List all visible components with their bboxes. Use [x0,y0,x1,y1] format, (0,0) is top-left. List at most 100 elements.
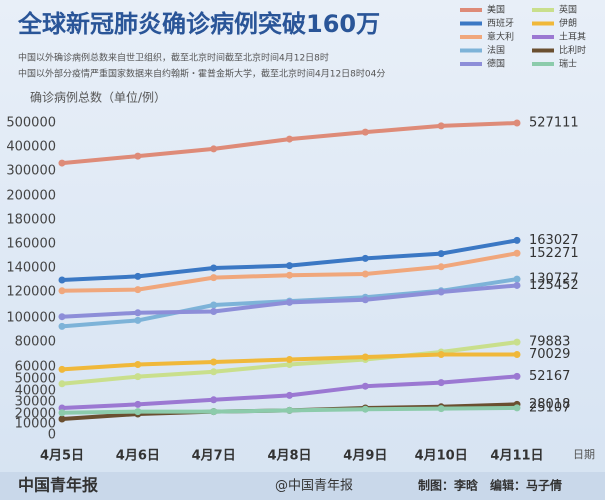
y-tick-label: 400000 [6,140,56,155]
point [134,400,142,408]
point [210,145,218,153]
y-tick-label: 120000 [6,285,56,300]
end-label: 125452 [529,278,579,293]
point [361,405,369,413]
point [437,351,445,358]
point [134,272,142,280]
point [210,274,218,282]
legend-label: 英国 [559,4,577,16]
point [210,368,218,376]
point [513,281,521,289]
legend-label: 法国 [487,44,505,56]
x-tick-label: 4月10日 [415,449,468,464]
point [513,372,521,380]
y-tick-label: 20000 [15,407,56,422]
subtitle: 中国以外确诊病例总数来自世卫组织，截至北京时间截至北京时间4月12日8时 [18,52,329,64]
legend-label: 比利时 [559,44,586,56]
point [286,356,293,363]
end-label: 52167 [529,369,570,384]
point [58,404,66,412]
point [58,159,66,167]
y-tick-label: 100000 [6,311,56,326]
end-label: 25107 [529,400,570,415]
point [210,264,218,272]
x-tick-label: 4月8日 [267,449,311,464]
y-tick-label: 160000 [6,237,56,252]
point [134,152,142,160]
point [437,379,445,387]
end-label: 70029 [529,347,570,362]
point [58,415,66,423]
point [286,406,293,414]
point [134,316,142,324]
y-tick-label: 300000 [6,164,56,179]
point [361,382,369,390]
series-line [61,121,518,166]
legend-label: 西班牙 [487,17,514,29]
x-axis-label: 日期 [573,448,595,461]
point [58,276,66,284]
y-tick-label: 0 [48,428,56,443]
y-tick-label: 140000 [6,261,56,276]
x-tick-label: 4月6日 [116,449,160,464]
point [437,250,445,258]
point [58,322,66,330]
footer-handle: @中国青年报 [275,479,353,494]
legend-label: 美国 [487,4,505,16]
point [361,254,369,262]
point [134,309,142,317]
point [58,287,66,295]
point [513,404,521,412]
point [513,338,521,346]
x-tick-label: 4月9日 [343,449,387,464]
point [513,275,521,283]
point [58,365,66,373]
end-label: 152271 [529,246,579,261]
y-tick-label: 50000 [15,372,56,387]
end-label: 130727 [529,272,579,287]
point [134,373,142,381]
y-tick-label: 60000 [15,360,56,375]
chart-title: 全球新冠肺炎确诊病例突破160万 [17,10,380,38]
point [513,236,521,244]
point [361,296,369,304]
y-tick-label: 30000 [15,395,56,410]
point [437,405,445,413]
legend-label: 德国 [487,58,505,70]
point [437,122,445,130]
point [210,396,218,404]
y-tick-label: 180000 [6,213,56,228]
point [286,271,293,279]
y-tick-label: 80000 [15,335,56,350]
y-tick-label: 200000 [6,189,56,204]
point [210,358,218,366]
point [286,135,293,143]
point [134,408,142,416]
y-tick-label: 500000 [6,116,56,131]
point [437,288,445,296]
point [361,270,369,278]
footer-logo: 中国青年报 [18,476,98,495]
legend-label: 土耳其 [559,31,586,43]
point [210,308,218,315]
point [58,313,66,321]
point [286,361,293,368]
point [134,286,142,294]
end-label: 163027 [529,233,579,248]
point [513,350,521,358]
legend-label: 伊朗 [559,17,577,29]
point [286,262,293,270]
point [513,249,521,257]
subtitle: 中国以外部分疫情严重国家数据来自约翰斯・霍普金斯大学，截至北京时间4月12日8时… [18,68,385,80]
legend-label: 意大利 [487,31,514,43]
point [437,263,445,271]
x-tick-label: 4月11日 [490,449,543,464]
point [134,361,142,368]
point [58,409,66,417]
y-axis-label: 确诊病例总数（单位/例） [30,90,166,105]
point [210,408,218,416]
point [513,119,521,127]
y-tick-label: 10000 [15,417,56,432]
legend-label: 瑞士 [559,58,577,70]
